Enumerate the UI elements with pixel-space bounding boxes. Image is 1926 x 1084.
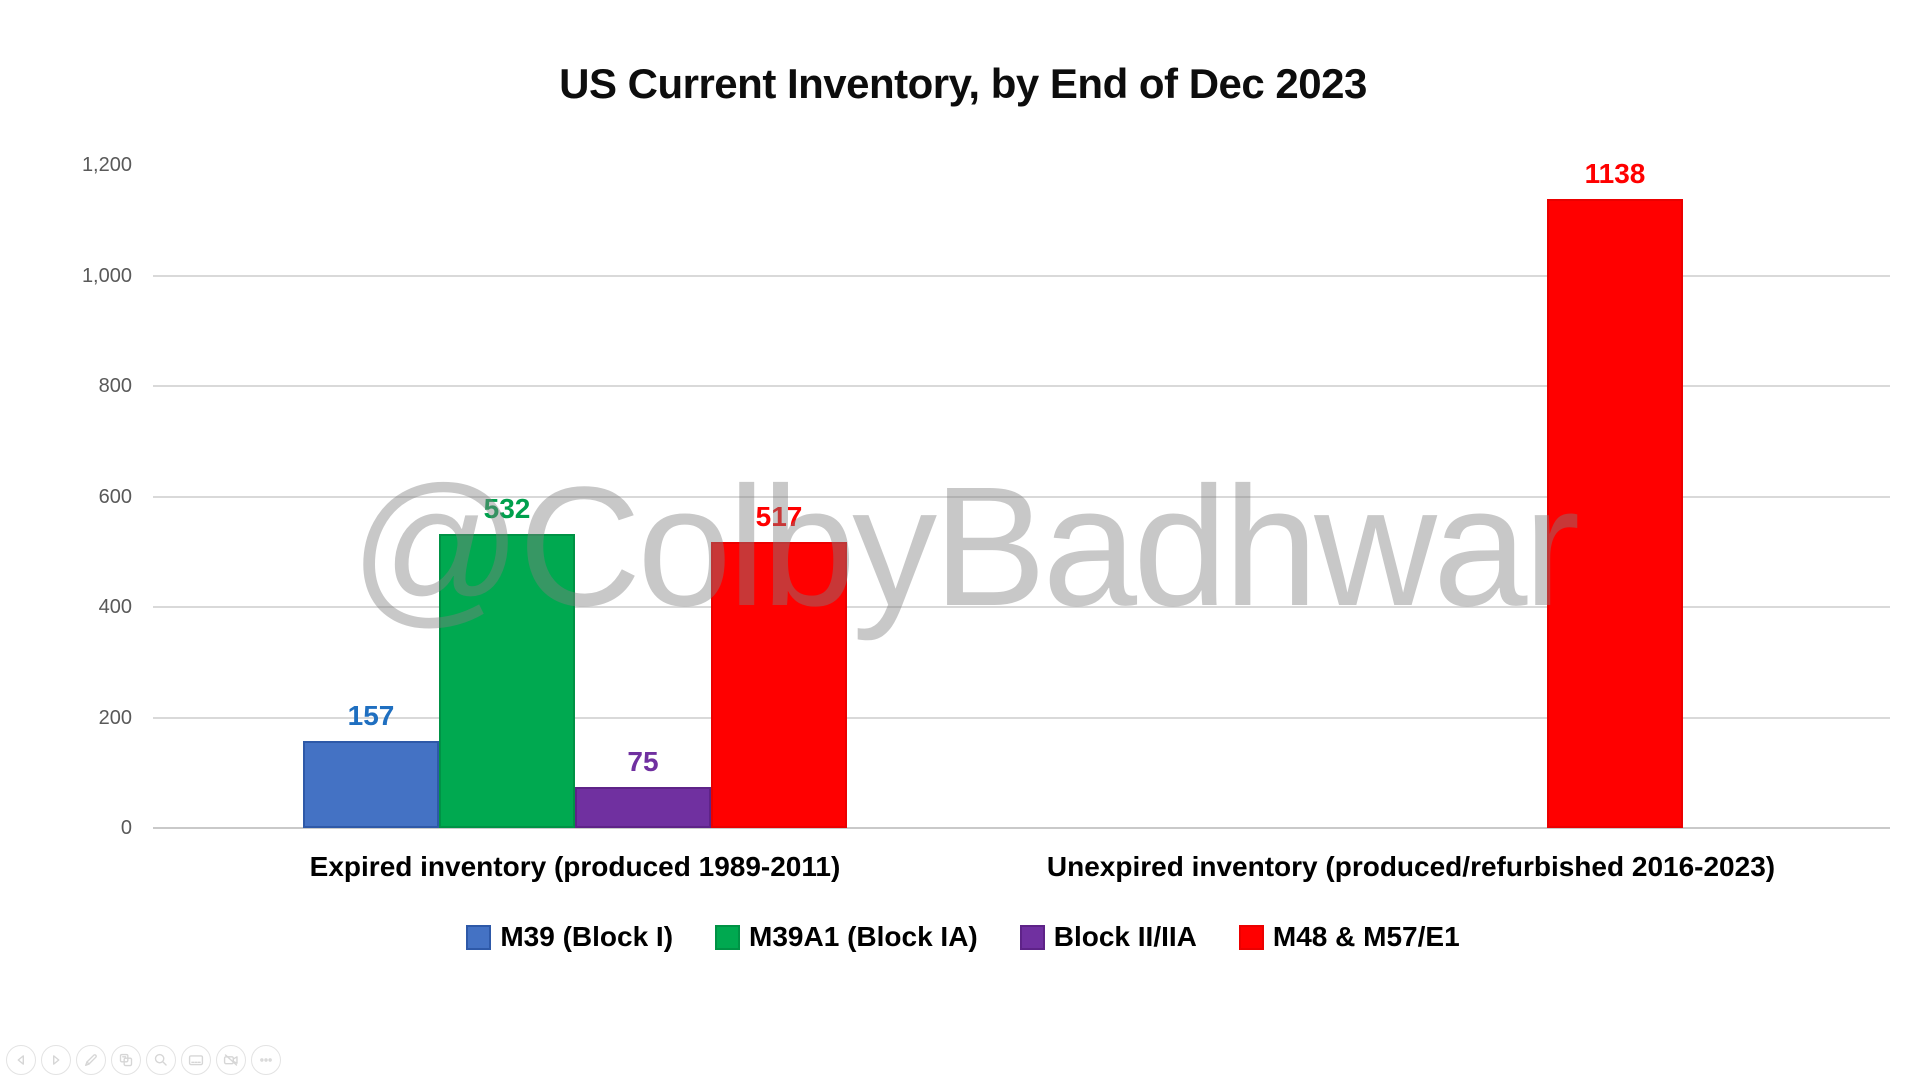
bar-m39-block-i [303,741,439,828]
step-backward-icon [17,1055,24,1065]
chart-title: US Current Inventory, by End of Dec 2023 [559,60,1367,107]
video-off-button[interactable] [216,1045,246,1075]
bar-value-label: 75 [627,745,659,777]
bar-m48-m57-e1 [711,542,847,828]
y-axis-tick-label: 400 [98,596,132,618]
y-axis-tick-label: 1,000 [81,264,132,287]
pencil-icon [84,1054,97,1067]
legend-swatch-icon [715,924,741,950]
viewer-toolbar [6,1045,281,1075]
category-label-2: Unexpired inventory (produced/refurbishe… [1046,851,1776,882]
legend-swatch-icon [466,924,492,950]
y-axis-tick-label: 1,200 [81,154,132,176]
legend-item-m39-block-i: M39 (Block I) [466,921,673,953]
zoom-button[interactable] [146,1045,176,1075]
copy-icon [119,1053,133,1067]
more-options-button[interactable] [251,1045,281,1075]
y-axis-tick-label: 200 [98,706,132,729]
gridline-600 [153,495,1890,498]
y-axis-tick-label: 0 [120,817,132,839]
gridline-200 [153,716,1890,719]
category-label-1: Expired inventory (produced 1989-2011) [309,851,841,882]
bar-value-label: 532 [483,493,531,525]
magnifier-icon [154,1053,167,1066]
y-axis-tick-label: 600 [98,485,132,508]
gridline-400 [153,606,1890,608]
bar-block-ii-iia [575,786,711,828]
legend-label: M48 & M57/E1 [1272,921,1460,952]
legend-label: M39 (Block I) [500,921,674,952]
x-axis-line [153,827,1890,829]
gridline-800 [153,385,1890,387]
bar-m48-m57-e1 [1547,199,1683,828]
previous-button[interactable] [6,1045,36,1075]
legend-item-block-ii-iia: Block II/IIA [1019,921,1197,953]
chart-legend: M39 (Block I) M39A1 (Block IA) Block II/II… [0,921,1926,953]
next-button[interactable] [41,1045,71,1075]
bar-m39a1-block-ia [439,534,575,828]
notes-card-icon [188,1055,204,1066]
legend-swatch-icon [1019,924,1045,950]
notes-button[interactable] [181,1045,211,1075]
step-forward-icon [53,1055,60,1065]
y-axis-tick-label: 800 [98,375,132,397]
gridline-1000 [153,274,1890,277]
copy-button[interactable] [111,1045,141,1075]
legend-swatch-icon [1238,924,1264,950]
bar-value-label: 157 [347,700,395,732]
bar-value-label: 1138 [1584,158,1646,190]
edit-button[interactable] [76,1045,106,1075]
legend-label: Block II/IIA [1053,921,1197,952]
legend-item-m39a1-block-ia: M39A1 (Block IA) [715,921,978,953]
video-off-icon [223,1054,238,1066]
legend-item-m48-m57-e1: M48 & M57/E1 [1238,921,1460,953]
bar-value-label: 517 [755,501,803,533]
ellipsis-icon [260,1058,272,1062]
legend-label: M39A1 (Block IA) [749,921,978,952]
